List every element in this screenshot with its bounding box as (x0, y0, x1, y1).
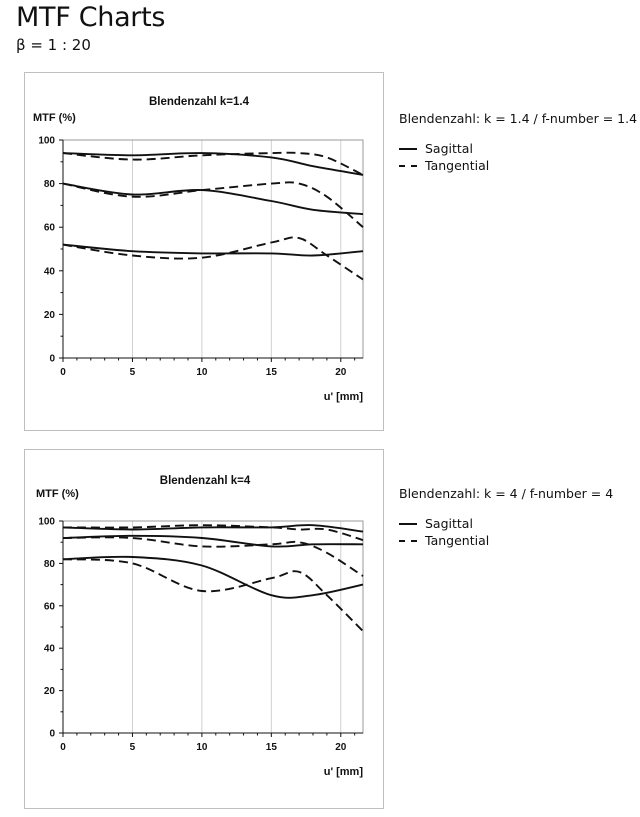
x-axis-label: u' [mm] (324, 391, 364, 403)
chart-panel-k1-4: Blendenzahl k=1.4 MTF (%) 0 20 40 60 80 100 0 5 10… (24, 72, 384, 431)
legend-entry-tangential: Tangential (399, 157, 637, 174)
solid-line-swatch (399, 522, 417, 525)
sagittal-curve-10lpmm (62, 524, 364, 533)
y-tick-label: 100 (38, 136, 55, 147)
sagittal-curve-20lpmm (62, 534, 364, 548)
tangential-curve-40lpmm (62, 558, 364, 632)
y-tick-label: 0 (49, 729, 55, 740)
x-tick-label: 15 (266, 742, 278, 753)
legend-label-sagittal: Sagittal (425, 141, 473, 156)
legend-entry-tangential: Tangential (399, 532, 613, 549)
legend-heading: Blendenzahl: k = 4 / f-number = 4 (399, 486, 614, 501)
y-tick-label: 0 (49, 354, 55, 365)
legend-k1-4: Blendenzahl: k = 1.4 / f-number = 1.4 Sa… (399, 111, 637, 174)
y-tick-label: 60 (44, 601, 56, 612)
tangential-curve-20lpmm (62, 181, 364, 228)
page-title: MTF Charts (16, 2, 166, 33)
chart-panel-k4: Blendenzahl k=4 MTF (%) 0 20 40 60 80 100 0 5 10 15… (24, 449, 384, 809)
x-tick-label: 0 (60, 367, 66, 378)
y-axis-label: MTF (%) (33, 112, 76, 124)
chart-title: Blendenzahl k=1.4 (149, 96, 250, 108)
sagittal-curve-20lpmm (62, 182, 364, 216)
sagittal-curve-40lpmm (62, 555, 364, 599)
x-tick-label: 5 (130, 367, 136, 378)
legend-heading: Blendenzahl: k = 1.4 / f-number = 1.4 (399, 111, 638, 126)
y-tick-label: 40 (44, 266, 56, 277)
legend-label-tangential: Tangential (425, 533, 490, 548)
x-tick-label: 0 (60, 742, 66, 753)
legend-label-sagittal: Sagittal (425, 516, 473, 531)
tangential-curve-40lpmm (62, 236, 364, 281)
page-subtitle: β = 1 : 20 (16, 36, 91, 54)
y-tick-label: 20 (44, 686, 56, 697)
mtf-chart-k1-4: Blendenzahl k=1.4 MTF (%) 0 20 40 60 80 100 0 5 10… (33, 96, 364, 403)
tangential-curve-20lpmm (62, 536, 364, 577)
chart-title: Blendenzahl k=4 (160, 475, 251, 487)
y-tick-label: 60 (44, 223, 56, 234)
solid-line-swatch (399, 147, 417, 150)
dashed-line-swatch (399, 164, 417, 167)
x-axis-label: u' [mm] (324, 766, 364, 778)
mtf-chart-k4: Blendenzahl k=4 MTF (%) 0 20 40 60 80 100 0 5 10 15… (36, 475, 364, 778)
x-tick-label: 10 (196, 367, 208, 378)
x-tick-label: 15 (266, 367, 278, 378)
x-tick-label: 20 (335, 742, 347, 753)
plot-area (62, 520, 364, 734)
sagittal-curve-40lpmm (62, 243, 364, 257)
y-tick-label: 20 (44, 310, 56, 321)
legend-k4: Blendenzahl: k = 4 / f-number = 4 Sagitt… (399, 486, 613, 549)
dashed-line-swatch (399, 539, 417, 542)
y-tick-label: 80 (44, 179, 56, 190)
legend-label-tangential: Tangential (425, 158, 490, 173)
y-tick-label: 100 (38, 517, 55, 528)
legend-entry-sagittal: Sagittal (399, 140, 637, 157)
x-tick-label: 5 (130, 742, 136, 753)
tangential-curve-10lpmm (62, 151, 364, 176)
y-axis-label: MTF (%) (36, 488, 79, 500)
sagittal-curve-10lpmm (62, 152, 364, 176)
y-tick-label: 40 (44, 644, 56, 655)
x-tick-label: 20 (335, 367, 347, 378)
x-tick-label: 10 (196, 742, 208, 753)
y-tick-label: 80 (44, 559, 56, 570)
legend-entry-sagittal: Sagittal (399, 515, 613, 532)
